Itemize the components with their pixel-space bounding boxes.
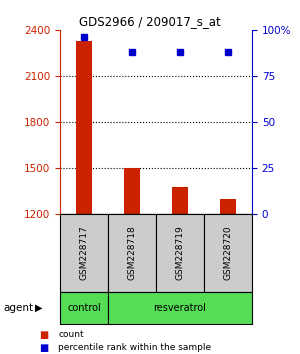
Text: agent: agent — [3, 303, 33, 313]
Text: ■: ■ — [39, 343, 48, 353]
Text: ■: ■ — [39, 330, 48, 339]
Text: GSM228717: GSM228717 — [80, 226, 88, 280]
Text: resveratrol: resveratrol — [154, 303, 206, 313]
Text: percentile rank within the sample: percentile rank within the sample — [58, 343, 212, 352]
Text: count: count — [58, 330, 84, 339]
Text: ▶: ▶ — [34, 303, 42, 313]
Bar — [220, 199, 236, 214]
Bar — [172, 187, 188, 214]
Text: control: control — [67, 303, 101, 313]
Bar — [124, 168, 140, 214]
Text: GSM228718: GSM228718 — [128, 226, 136, 280]
Bar — [76, 41, 92, 214]
Text: GDS2966 / 209017_s_at: GDS2966 / 209017_s_at — [79, 15, 221, 28]
Text: GSM228719: GSM228719 — [176, 226, 184, 280]
Text: GSM228720: GSM228720 — [224, 226, 232, 280]
